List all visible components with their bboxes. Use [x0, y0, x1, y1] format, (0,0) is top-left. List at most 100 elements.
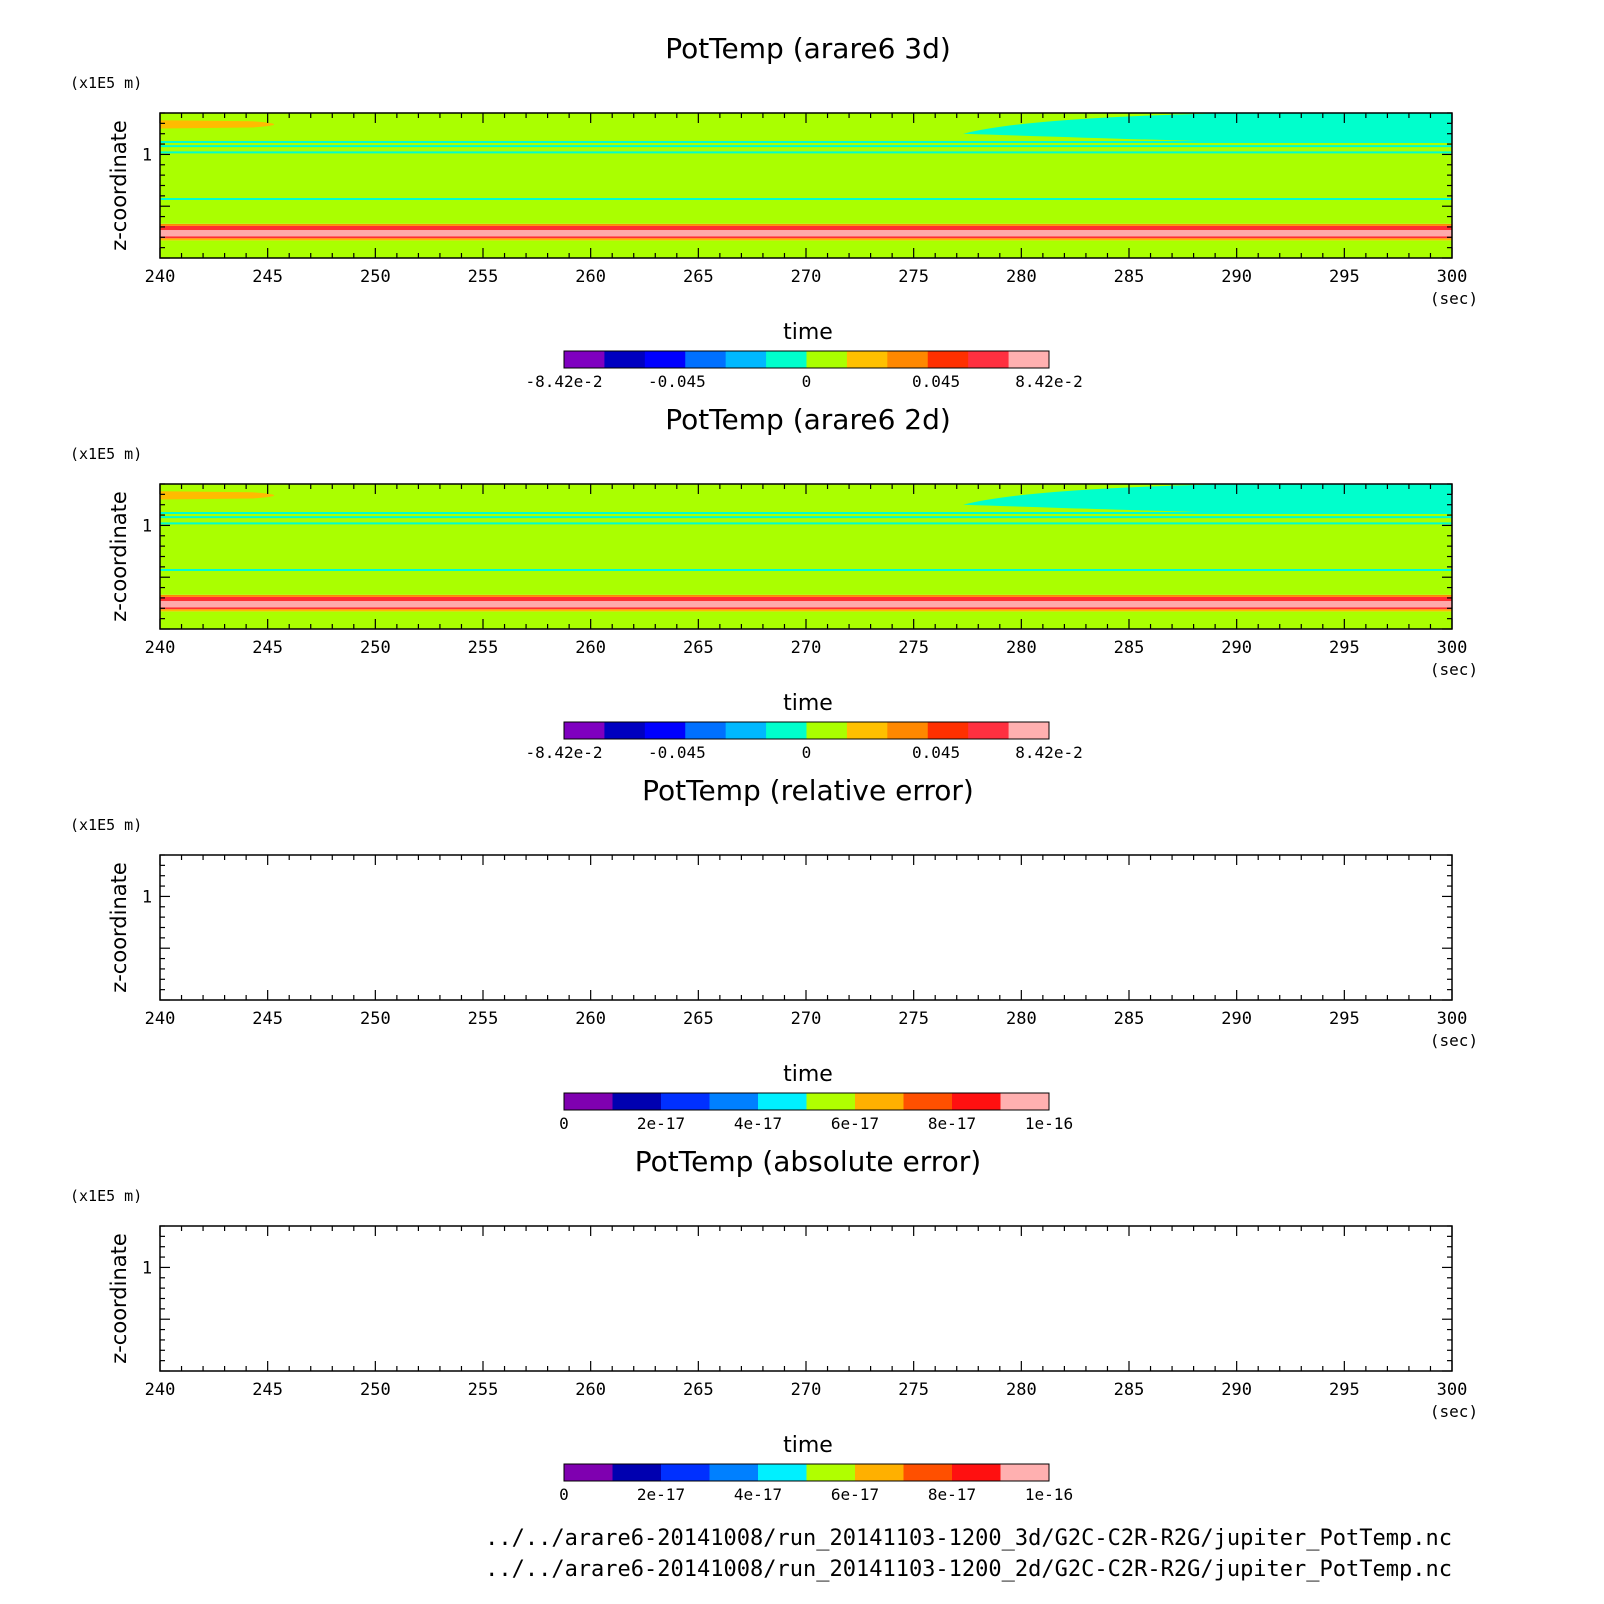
x-tick-label: 260: [575, 638, 606, 658]
x-tick-label: 290: [1221, 638, 1252, 658]
x-unit-label: (sec): [1430, 1031, 1478, 1050]
x-unit-label: (sec): [1430, 660, 1478, 679]
colorbar-frame: [563, 721, 1050, 740]
feature-wedge: [963, 484, 1452, 513]
colorbar-tick-label: 8.42e-2: [1015, 372, 1082, 391]
data-band: [160, 609, 1452, 612]
colorbar-frame: [563, 350, 1050, 369]
colorbar-tick-label: 6e-17: [831, 1485, 879, 1504]
x-tick-label: 285: [1114, 267, 1145, 287]
colorbar-swatch: [1000, 1093, 1050, 1110]
data-band: [160, 230, 1452, 237]
x-tick-label: 300: [1437, 1380, 1468, 1400]
colorbar-tick-label: 4e-17: [734, 1114, 782, 1133]
x-tick-label: 245: [252, 267, 283, 287]
colorbar-swatch: [1008, 351, 1050, 368]
x-tick-label: 265: [683, 267, 714, 287]
colorbar-swatch: [564, 722, 605, 739]
colorbar-tick-label: 2e-17: [637, 1485, 685, 1504]
colorbar-swatch: [612, 1093, 662, 1110]
x-tick-label: 270: [791, 1009, 822, 1029]
x-tick-label: 255: [468, 638, 499, 658]
x-axis-label: time: [783, 320, 833, 345]
x-tick-label: 275: [898, 267, 929, 287]
data-band: [160, 596, 1452, 602]
x-tick-label: 255: [468, 1380, 499, 1400]
colorbar: 0 2e-17 4e-17 6e-17 8e-17 1e-16: [559, 1463, 1073, 1504]
x-tick-label: 245: [252, 1009, 283, 1029]
x-tick-label: 295: [1329, 1009, 1360, 1029]
x-tick-label: 245: [252, 1380, 283, 1400]
x-tick-label: 265: [683, 1380, 714, 1400]
x-tick-label: 295: [1329, 267, 1360, 287]
x-tick-label: 280: [1006, 1009, 1037, 1029]
panel-title: PotTemp (absolute error): [635, 1145, 981, 1178]
x-tick-label: 240: [145, 267, 176, 287]
colorbar-swatch: [766, 722, 807, 739]
x-tick-label: 260: [575, 267, 606, 287]
colorbar-tick-label: 6e-17: [831, 1114, 879, 1133]
x-tick-label: 255: [468, 1009, 499, 1029]
x-tick-label: 265: [683, 1009, 714, 1029]
colorbar-tick-label: -0.045: [648, 743, 706, 762]
colorbar: -8.42e-2 -0.045 0 0.045 8.42e-2: [525, 721, 1083, 762]
y-tick-label: 1: [142, 1258, 152, 1278]
x-tick-label: 290: [1221, 1009, 1252, 1029]
feature-tongue: [160, 120, 275, 129]
x-tick-label: 300: [1437, 1009, 1468, 1029]
colorbar-swatch: [661, 1093, 710, 1110]
colorbar-swatch: [903, 1093, 953, 1110]
x-tick-label: 290: [1221, 267, 1252, 287]
y-axis-label: z-coordinate: [107, 491, 131, 622]
colorbar-frame: [563, 1463, 1050, 1482]
x-tick-label: 270: [791, 638, 822, 658]
colorbar-tick-label: 0.045: [912, 372, 960, 391]
colorbar-tick-label: 0.045: [912, 743, 960, 762]
x-tick-label: 300: [1437, 267, 1468, 287]
colorbar-swatch: [644, 722, 686, 739]
data-band: [160, 594, 1452, 597]
colorbar-swatch: [644, 351, 686, 368]
feature-tongue: [160, 491, 275, 500]
x-axis-label: time: [783, 1062, 833, 1087]
colorbar-swatch: [766, 351, 807, 368]
colorbar-swatch: [927, 722, 969, 739]
data-band: [160, 238, 1452, 241]
x-tick-label: 290: [1221, 1380, 1252, 1400]
x-tick-label: 275: [898, 1380, 929, 1400]
x-tick-label: 250: [360, 638, 391, 658]
colorbar-tick-label: 0: [802, 743, 812, 762]
panel-title: PotTemp (relative error): [642, 774, 974, 807]
colorbar-frame: [563, 1092, 1050, 1111]
colorbar-swatch: [927, 351, 969, 368]
colorbar-swatch: [806, 1464, 856, 1481]
colorbar-tick-label: 1e-16: [1025, 1485, 1073, 1504]
colorbar-swatch: [968, 722, 1010, 739]
feature-wedge: [963, 113, 1452, 142]
colorbar-swatch: [846, 722, 888, 739]
x-tick-label: 280: [1006, 1380, 1037, 1400]
x-tick-label: 260: [575, 1009, 606, 1029]
x-tick-label: 255: [468, 267, 499, 287]
y-unit-label: (x1E5 m): [70, 816, 142, 834]
y-tick-label: 1: [142, 516, 152, 536]
colorbar-tick-label: 2e-17: [637, 1114, 685, 1133]
panel-4: PotTemp (absolute error) (x1E5 m) 240 245 25…: [70, 1145, 1478, 1504]
x-unit-label: (sec): [1430, 1402, 1478, 1421]
plot-area: [160, 484, 1452, 629]
x-tick-label: 275: [898, 638, 929, 658]
panel-2: PotTemp (arare6 2d) (x1E5 m) 240 245 250 255 2…: [70, 403, 1478, 762]
colorbar-swatch: [709, 1464, 759, 1481]
colorbar-tick-label: 1e-16: [1025, 1114, 1073, 1133]
colorbar-swatch: [903, 1464, 953, 1481]
colorbar-swatch: [564, 1093, 613, 1110]
colorbar-swatch: [855, 1464, 904, 1481]
y-tick-label: 1: [142, 145, 152, 165]
colorbar-tick-label: 0: [559, 1485, 569, 1504]
y-tick-label: 1: [142, 887, 152, 907]
y-unit-label: (x1E5 m): [70, 74, 142, 92]
data-band: [160, 223, 1452, 226]
x-tick-label: 285: [1114, 1009, 1145, 1029]
y-axis-label: z-coordinate: [107, 120, 131, 251]
colorbar-swatch: [685, 351, 727, 368]
